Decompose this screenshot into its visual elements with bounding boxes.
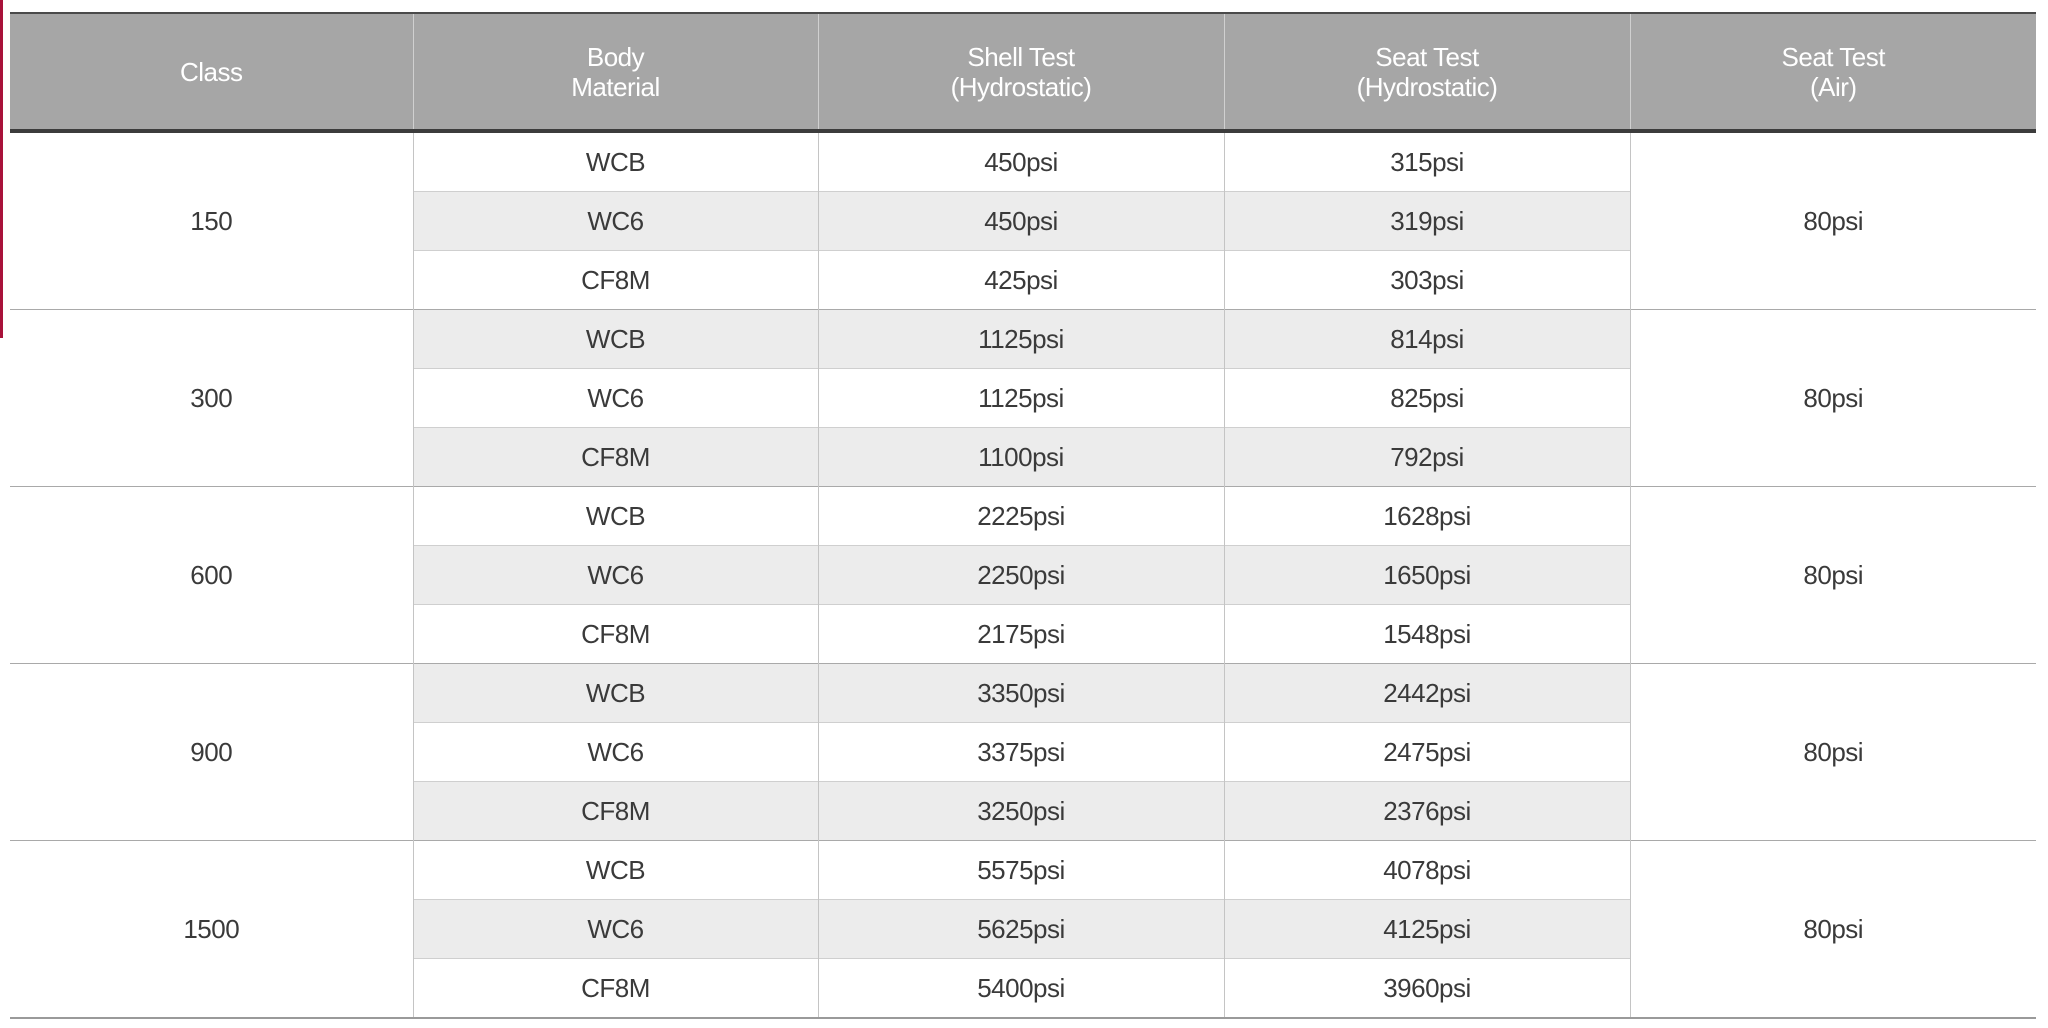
header-seat-hydro-line1: Seat Test bbox=[1375, 41, 1479, 72]
table-row: CF8M 2175psi 1548psi bbox=[10, 604, 2036, 664]
shell-test-cell: 425psi bbox=[817, 250, 1224, 310]
seat-test-hydro-cell: 3960psi bbox=[1223, 958, 1630, 1018]
seat-test-air-cell: 80psi bbox=[1629, 663, 2036, 841]
shell-test-cell: 1125psi bbox=[817, 309, 1224, 369]
table-row: 600 WCB 2225psi 1628psi 80psi bbox=[10, 486, 2036, 664]
header-seat-hydro-line2: (Hydrostatic) bbox=[1356, 71, 1498, 102]
material-cell: WC6 bbox=[412, 899, 818, 959]
table-row: CF8M 1100psi 792psi bbox=[10, 427, 2036, 487]
material-cell: WC6 bbox=[412, 545, 818, 605]
seat-test-hydro-cell: 2475psi bbox=[1223, 722, 1630, 782]
shell-test-cell: 2225psi bbox=[817, 486, 1224, 546]
seat-test-air-cell: 80psi bbox=[1629, 486, 2036, 664]
table-body: 150 WCB 450psi 315psi 80psi WC6 450psi 3… bbox=[10, 130, 2036, 1018]
table-row: WC6 2250psi 1650psi bbox=[10, 545, 2036, 605]
material-cell: WCB bbox=[412, 486, 818, 546]
header-seat-air-line2: (Air) bbox=[1809, 71, 1857, 102]
material-cell: CF8M bbox=[412, 958, 818, 1018]
seat-test-hydro-cell: 1650psi bbox=[1223, 545, 1630, 605]
seat-test-hydro-cell: 814psi bbox=[1223, 309, 1630, 369]
seat-test-hydro-cell: 1628psi bbox=[1223, 486, 1630, 546]
table-row: CF8M 425psi 303psi bbox=[10, 250, 2036, 310]
accent-strip bbox=[0, 0, 3, 338]
table-header: Class Body Material Shell Test (Hydrosta… bbox=[10, 13, 2036, 133]
seat-test-air-cell: 80psi bbox=[1629, 309, 2036, 487]
seat-test-hydro-cell: 303psi bbox=[1223, 250, 1630, 310]
table-row: WC6 1125psi 825psi bbox=[10, 368, 2036, 428]
seat-test-hydro-cell: 4078psi bbox=[1223, 840, 1630, 900]
material-cell: CF8M bbox=[412, 604, 818, 664]
header-body-material: Body Material bbox=[412, 13, 818, 133]
header-class-label: Class bbox=[179, 56, 243, 87]
class-cell: 150 bbox=[10, 130, 413, 310]
table-row: WC6 450psi 319psi bbox=[10, 191, 2036, 251]
material-cell: WC6 bbox=[412, 722, 818, 782]
shell-test-cell: 2175psi bbox=[817, 604, 1224, 664]
table-row: CF8M 3250psi 2376psi bbox=[10, 781, 2036, 841]
material-cell: CF8M bbox=[412, 250, 818, 310]
header-body-line2: Material bbox=[571, 71, 660, 102]
table-row: WC6 3375psi 2475psi bbox=[10, 722, 2036, 782]
seat-test-hydro-cell: 4125psi bbox=[1223, 899, 1630, 959]
header-shell-line1: Shell Test bbox=[967, 41, 1075, 72]
material-cell: WC6 bbox=[412, 368, 818, 428]
material-cell: WCB bbox=[412, 309, 818, 369]
header-seat-test-hydrostatic: Seat Test (Hydrostatic) bbox=[1223, 13, 1630, 133]
material-cell: WCB bbox=[412, 130, 818, 192]
shell-test-cell: 3375psi bbox=[817, 722, 1224, 782]
shell-test-cell: 1125psi bbox=[817, 368, 1224, 428]
header-seat-test-air: Seat Test (Air) bbox=[1629, 13, 2036, 133]
shell-test-cell: 3350psi bbox=[817, 663, 1224, 723]
shell-test-cell: 5575psi bbox=[817, 840, 1224, 900]
shell-test-cell: 450psi bbox=[817, 130, 1224, 192]
table-row: WC6 5625psi 4125psi bbox=[10, 899, 2036, 959]
table-row: 900 WCB 3350psi 2442psi 80psi bbox=[10, 663, 2036, 841]
class-cell: 300 bbox=[10, 309, 413, 487]
header-row: Class Body Material Shell Test (Hydrosta… bbox=[10, 13, 2036, 133]
material-cell: WCB bbox=[412, 663, 818, 723]
table-row: 1500 WCB 5575psi 4078psi 80psi bbox=[10, 840, 2036, 1018]
material-cell: WCB bbox=[412, 840, 818, 900]
material-cell: WC6 bbox=[412, 191, 818, 251]
seat-test-hydro-cell: 2376psi bbox=[1223, 781, 1630, 841]
pressure-test-table: Class Body Material Shell Test (Hydrosta… bbox=[10, 12, 2036, 1019]
seat-test-hydro-cell: 315psi bbox=[1223, 130, 1630, 192]
seat-test-hydro-cell: 825psi bbox=[1223, 368, 1630, 428]
shell-test-cell: 5400psi bbox=[817, 958, 1224, 1018]
header-body-line1: Body bbox=[586, 41, 645, 72]
shell-test-cell: 5625psi bbox=[817, 899, 1224, 959]
table-row: 300 WCB 1125psi 814psi 80psi bbox=[10, 309, 2036, 487]
seat-test-hydro-cell: 319psi bbox=[1223, 191, 1630, 251]
seat-test-air-cell: 80psi bbox=[1629, 130, 2036, 310]
header-class: Class bbox=[10, 13, 413, 133]
header-seat-air-line1: Seat Test bbox=[1781, 41, 1886, 72]
shell-test-cell: 3250psi bbox=[817, 781, 1224, 841]
header-shell-test: Shell Test (Hydrostatic) bbox=[817, 13, 1224, 133]
table-row: 150 WCB 450psi 315psi 80psi bbox=[10, 130, 2036, 310]
table-row: CF8M 5400psi 3960psi bbox=[10, 958, 2036, 1018]
class-cell: 1500 bbox=[10, 840, 413, 1018]
seat-test-hydro-cell: 792psi bbox=[1223, 427, 1630, 487]
class-cell: 900 bbox=[10, 663, 413, 841]
header-shell-line2: (Hydrostatic) bbox=[950, 71, 1092, 102]
seat-test-hydro-cell: 1548psi bbox=[1223, 604, 1630, 664]
material-cell: CF8M bbox=[412, 427, 818, 487]
shell-test-cell: 450psi bbox=[817, 191, 1224, 251]
shell-test-cell: 1100psi bbox=[817, 427, 1224, 487]
seat-test-hydro-cell: 2442psi bbox=[1223, 663, 1630, 723]
class-cell: 600 bbox=[10, 486, 413, 664]
material-cell: CF8M bbox=[412, 781, 818, 841]
shell-test-cell: 2250psi bbox=[817, 545, 1224, 605]
seat-test-air-cell: 80psi bbox=[1629, 840, 2036, 1018]
